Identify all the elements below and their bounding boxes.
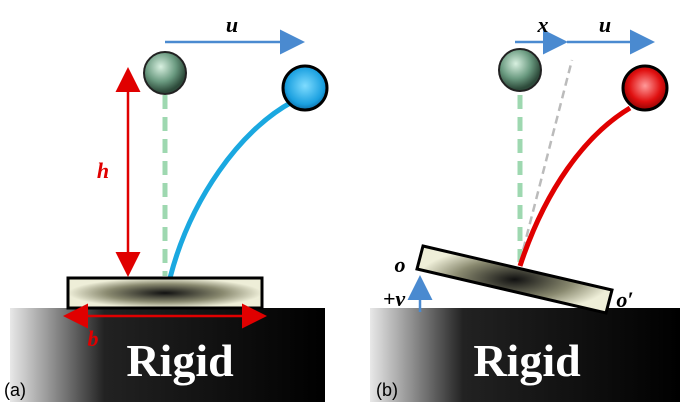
offset-label: x [537,12,549,37]
rest-ball [143,51,187,95]
panel-a: Rigid u h b (a) [4,12,329,402]
velocity-label: u [226,12,238,37]
plate [415,244,614,315]
panel-label: (a) [4,380,26,400]
ball [281,64,329,112]
panel-b: Rigid x u o +v o′ (b) [370,12,680,402]
beam [517,105,632,267]
corner-right-label: o′ [616,287,633,312]
width-label: b [88,326,99,351]
height-label: h [97,158,109,183]
ball [621,64,669,112]
base-label: Rigid [473,335,581,386]
panel-label: (b) [376,380,398,400]
plate [66,276,264,310]
base-label: Rigid [126,335,234,386]
rigid-base [370,308,680,402]
rest-ball [498,48,542,92]
beam [167,99,294,279]
corner-left-label: o [395,252,406,277]
velocity-label: u [599,12,611,37]
displacement-label: +v [383,286,406,311]
normal-line [518,59,574,263]
